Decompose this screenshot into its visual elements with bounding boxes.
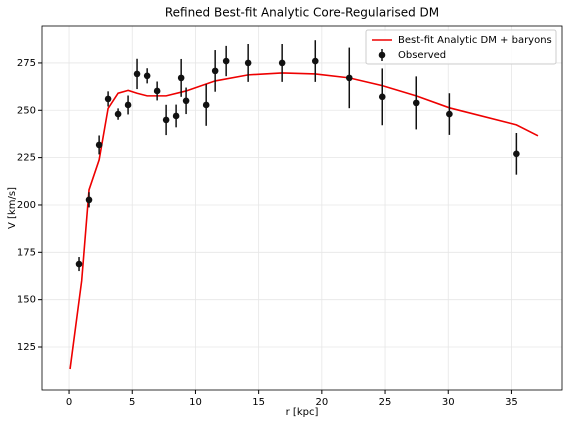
data-point <box>278 59 286 67</box>
x-tick-label: 35 <box>505 397 518 408</box>
data-point <box>345 74 353 82</box>
data-point <box>177 74 185 82</box>
y-tick-label: 200 <box>17 200 36 211</box>
data-point <box>104 95 112 103</box>
y-tick-label: 225 <box>17 153 36 164</box>
data-point <box>114 110 122 118</box>
x-tick-label: 30 <box>442 397 455 408</box>
data-point <box>75 260 83 268</box>
data-point <box>311 57 319 65</box>
legend-label: Observed <box>398 50 446 61</box>
data-point <box>211 67 219 75</box>
data-point <box>153 87 161 95</box>
data-point <box>446 110 453 118</box>
data-point <box>202 101 210 109</box>
data-point <box>85 196 93 204</box>
x-tick-label: 0 <box>66 397 72 408</box>
data-point <box>95 141 103 149</box>
y-axis-label: V [km/s] <box>7 187 18 229</box>
x-tick-label: 25 <box>379 397 392 408</box>
x-axis-label: r [kpc] <box>286 407 319 418</box>
data-point <box>244 59 252 67</box>
y-tick-label: 250 <box>17 105 36 116</box>
x-tick-label: 20 <box>315 397 328 408</box>
x-tick-label: 10 <box>189 397 202 408</box>
legend-swatch <box>378 51 386 59</box>
legend-label: Best-fit Analytic DM + baryons <box>398 35 552 46</box>
y-tick-label: 175 <box>17 247 36 258</box>
data-point <box>513 150 520 158</box>
data-point <box>378 93 386 101</box>
plot-frame <box>41 25 563 391</box>
y-tick-label: 150 <box>17 295 36 306</box>
data-point <box>412 99 420 107</box>
y-tick-label: 275 <box>17 58 36 69</box>
data-point <box>124 101 132 109</box>
y-tick-label: 125 <box>17 342 36 353</box>
x-tick-label: 5 <box>129 397 135 408</box>
data-point <box>162 116 170 124</box>
data-point <box>182 97 190 105</box>
data-point <box>172 112 180 120</box>
legend-box <box>365 29 557 65</box>
data-point <box>143 72 151 80</box>
data-point <box>133 70 141 78</box>
chart-title: Refined Best-fit Analytic Core-Regularis… <box>165 6 439 20</box>
data-point <box>222 57 230 65</box>
x-tick-label: 15 <box>252 397 265 408</box>
